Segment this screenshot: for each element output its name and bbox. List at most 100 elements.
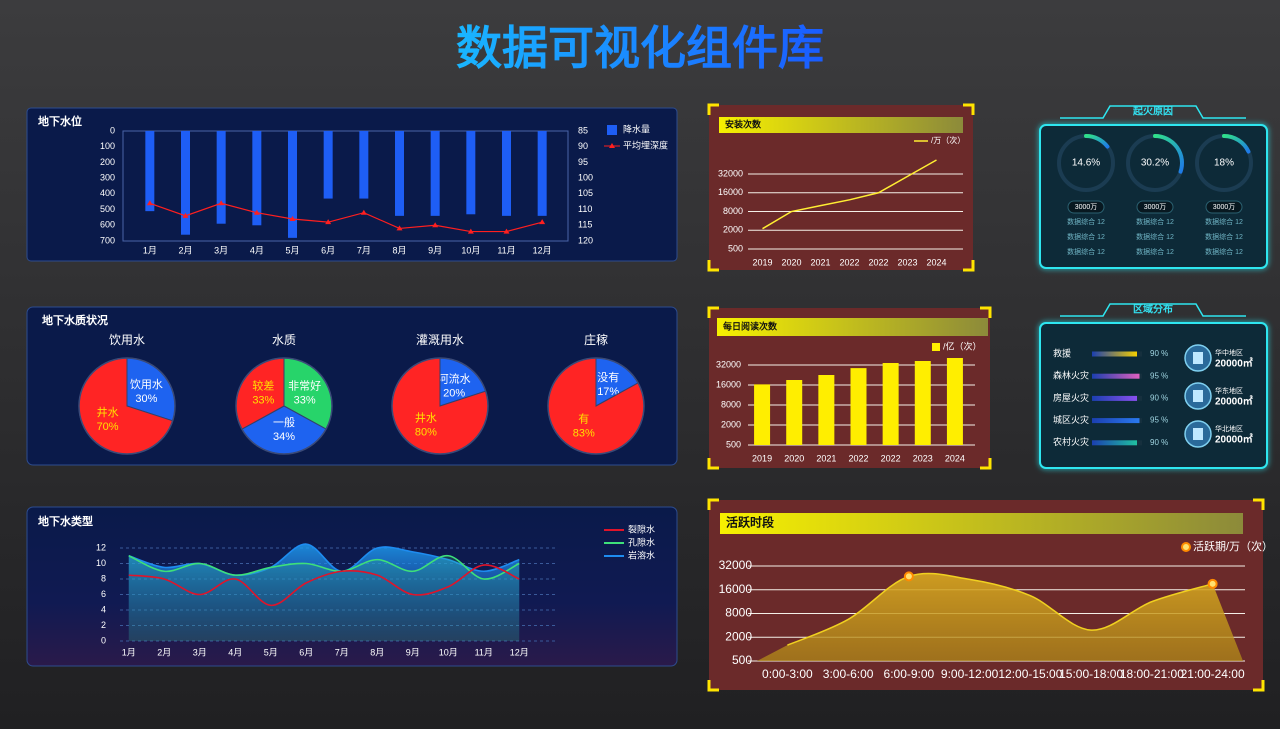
region-bar	[1092, 351, 1137, 357]
x-tick-label: 2023	[897, 257, 917, 267]
slice-label: 70%	[97, 421, 119, 433]
slice-label: 17%	[597, 386, 619, 398]
x-tick-label: 2021	[810, 257, 830, 267]
area-name: 华北地区	[1215, 424, 1243, 433]
legend-swatch	[932, 343, 940, 351]
x-tick-label: 2019	[752, 257, 772, 267]
region-bar	[1092, 440, 1137, 446]
y-tick-label: 2000	[725, 629, 752, 643]
panel-tab	[1060, 303, 1246, 317]
chart-header	[719, 117, 963, 133]
line-marker	[289, 216, 296, 221]
stat-row: 数据综合 12	[1136, 217, 1174, 226]
ring-arc	[1153, 134, 1184, 174]
region-name: 森林火灾	[1053, 370, 1089, 381]
corner-bracket	[1253, 680, 1265, 692]
legend-marker	[1181, 542, 1191, 552]
x-tick-label: 2022	[868, 257, 888, 267]
legend-label: 孔隙水	[628, 536, 655, 547]
bar	[288, 131, 297, 238]
line	[787, 572, 1213, 646]
slice-name: 没有	[597, 370, 619, 384]
area-name: 华东地区	[1215, 386, 1243, 395]
x-tick-label: 2019	[752, 453, 772, 463]
x-tick-label: 21:00-24:00	[1181, 667, 1245, 681]
bar	[323, 131, 333, 199]
corner-bracket	[980, 458, 992, 470]
stat-row: 数据综合 12	[1205, 232, 1243, 241]
x-tick-label: 10月	[439, 647, 458, 657]
x-tick-label: 2022	[848, 453, 868, 463]
x-tick-label: 12:00-15:00	[998, 667, 1062, 681]
bar	[252, 131, 262, 226]
badge	[1136, 200, 1174, 214]
region-bar	[1092, 418, 1140, 424]
y-tick-label: 500	[728, 243, 743, 253]
region-value: 90 %	[1150, 349, 1168, 358]
x-tick-label: 6月	[299, 647, 313, 657]
x-tick-label: 2024	[926, 257, 946, 267]
pie-title: 灌溉用水	[416, 333, 464, 347]
x-tick-label: 6:00-9:00	[884, 667, 935, 681]
x-tick-label: 1月	[122, 647, 136, 657]
x-tick-label: 8月	[392, 245, 406, 255]
chart-title: 活跃时段	[726, 515, 775, 530]
y-tick-label: 32000	[716, 359, 741, 369]
y-tick-label: 100	[100, 141, 115, 151]
corner-bracket	[963, 103, 975, 115]
pie-rim	[547, 357, 645, 455]
slice-name: 有	[578, 412, 589, 426]
bar	[466, 131, 476, 215]
pie-rim	[235, 357, 333, 455]
corner-bracket	[707, 306, 719, 318]
y-tick-label: 8	[101, 573, 106, 583]
pie-title: 庄稼	[584, 332, 608, 347]
y2-tick-label: 105	[578, 188, 593, 198]
line-marker	[539, 219, 546, 225]
bar	[786, 380, 803, 445]
panel-title: 区域分布	[1133, 303, 1173, 316]
line-marker	[467, 228, 474, 234]
y-tick-label: 0	[110, 125, 115, 135]
y2-tick-label: 95	[578, 157, 588, 167]
y-tick-label: 32000	[718, 168, 743, 178]
y-tick-label: 8000	[725, 606, 752, 620]
corner-bracket	[707, 680, 719, 692]
corner-bracket	[707, 498, 719, 510]
y2-tick-label: 90	[578, 141, 588, 151]
bar	[216, 131, 226, 224]
slice-name: 一般	[273, 416, 295, 429]
x-tick-label: 12月	[533, 245, 552, 255]
chart-title: 地下水质状况	[42, 313, 108, 327]
x-tick-label: 15:00-18:00	[1059, 667, 1123, 681]
y-tick-label: 16000	[716, 379, 741, 389]
x-tick-label: 4月	[228, 647, 242, 657]
slice-label: 33%	[252, 395, 274, 407]
bar	[754, 384, 771, 445]
area-icon-building	[1193, 390, 1203, 402]
bar	[537, 131, 547, 216]
y-tick-label: 500	[100, 204, 115, 214]
region-value: 95 %	[1150, 371, 1168, 380]
legend-label: 降水量	[623, 123, 650, 134]
legend-label: /万（次）	[931, 135, 965, 145]
line-marker	[503, 228, 510, 234]
y2-tick-label: 115	[578, 220, 592, 230]
peak-marker	[1207, 578, 1218, 589]
slice-name: 井水	[97, 405, 119, 419]
ring-label: 18%	[1214, 158, 1234, 169]
plot-frame	[122, 130, 569, 242]
slice-label: 20%	[443, 387, 465, 399]
slice-label: 30%	[135, 393, 157, 405]
y-tick-label: 0	[101, 635, 106, 645]
x-tick-label: 3月	[214, 245, 228, 255]
ring-arc	[1222, 134, 1251, 154]
legend-label: 平均埋深度	[623, 139, 668, 150]
slice-name: 较差	[252, 379, 274, 393]
corner-bracket	[707, 103, 719, 115]
y-tick-label: 2	[101, 620, 106, 630]
y-tick-label: 8000	[723, 206, 743, 216]
region-value: 90 %	[1150, 394, 1168, 403]
